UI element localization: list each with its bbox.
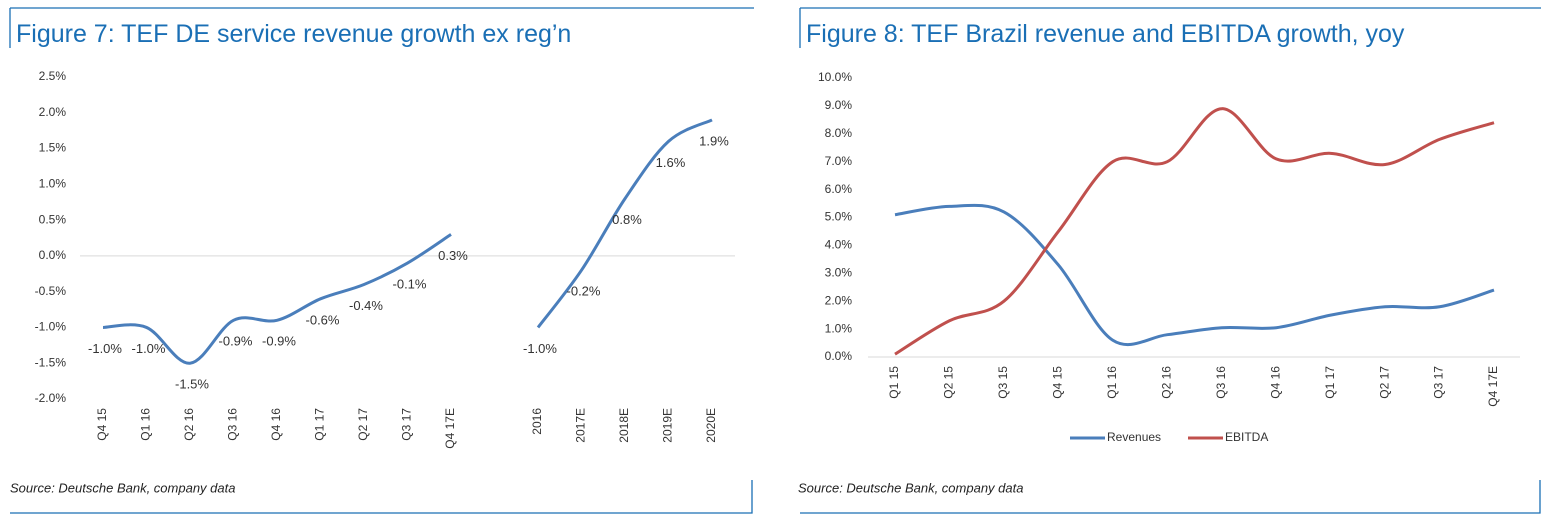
x-tick-label: Q2 16 bbox=[1159, 366, 1173, 399]
y-tick-label: -1.0% bbox=[35, 320, 67, 334]
x-tick-label: Q1 16 bbox=[139, 408, 153, 441]
data-label: -1.5% bbox=[175, 377, 209, 392]
y-tick-label: -1.5% bbox=[35, 355, 67, 369]
legend-label: EBITDA bbox=[1225, 430, 1268, 444]
y-tick-label: 6.0% bbox=[825, 182, 853, 196]
line-series bbox=[894, 203, 1495, 347]
frame bbox=[9, 7, 754, 514]
panel-frames bbox=[9, 7, 1541, 514]
x-tick-label: Q1 15 bbox=[887, 366, 901, 399]
x-tick-label: Q1 17 bbox=[1323, 366, 1337, 399]
x-tick-label: Q3 15 bbox=[996, 366, 1010, 399]
x-tick-label: 2018E bbox=[617, 408, 631, 443]
data-label: -1.0% bbox=[523, 341, 557, 356]
data-label: -0.9% bbox=[262, 334, 296, 349]
x-tick-label: Q4 17E bbox=[1486, 366, 1500, 407]
x-tick-label: 2017E bbox=[574, 408, 588, 443]
x-tick-label: Q4 16 bbox=[269, 408, 283, 441]
y-tick-label: 8.0% bbox=[825, 126, 853, 140]
frame bbox=[799, 7, 1541, 514]
x-tick-label: Q1 16 bbox=[1105, 366, 1119, 399]
y-tick-label: 9.0% bbox=[825, 98, 853, 112]
y-tick-label: 1.0% bbox=[825, 321, 853, 335]
data-label: -1.0% bbox=[132, 341, 166, 356]
data-label: 0.3% bbox=[438, 248, 468, 263]
source: Source: Deutsche Bank, company data bbox=[798, 480, 1023, 495]
y-tick-label: 1.5% bbox=[39, 141, 67, 155]
x-tick-label: Q4 15 bbox=[95, 408, 109, 441]
chart-title: Figure 8: TEF Brazil revenue and EBITDA … bbox=[806, 20, 1405, 48]
x-tick-label: Q4 16 bbox=[1268, 366, 1282, 399]
y-tick-label: 3.0% bbox=[825, 265, 853, 279]
x-tick-label: Q2 17 bbox=[356, 408, 370, 441]
y-tick-label: -0.5% bbox=[35, 284, 67, 298]
y-tick-label: 7.0% bbox=[825, 154, 853, 168]
x-tick-label: 2020E bbox=[704, 408, 718, 443]
x-tick-label: Q3 17 bbox=[400, 408, 414, 441]
x-tick-label: Q2 16 bbox=[182, 408, 196, 441]
x-tick-label: 2019E bbox=[661, 408, 675, 443]
y-tick-label: 0.0% bbox=[825, 349, 853, 363]
data-label: 1.6% bbox=[656, 155, 686, 170]
x-tick-label: Q3 17 bbox=[1432, 366, 1446, 399]
x-tick-label: Q2 15 bbox=[942, 366, 956, 399]
legend-label: Revenues bbox=[1107, 430, 1161, 444]
x-tick-label: Q3 16 bbox=[1214, 366, 1228, 399]
y-tick-label: 0.0% bbox=[39, 248, 67, 262]
chart-title: Figure 7: TEF DE service revenue growth … bbox=[16, 20, 571, 48]
x-tick-label: 2016 bbox=[530, 408, 544, 435]
x-tick-label: Q4 15 bbox=[1051, 366, 1065, 399]
y-tick-label: 10.0% bbox=[818, 70, 852, 84]
source: Source: Deutsche Bank, company data bbox=[10, 480, 235, 495]
y-tick-label: 2.0% bbox=[39, 105, 67, 119]
data-label: -0.1% bbox=[393, 276, 427, 291]
y-tick-label: 2.0% bbox=[825, 293, 853, 307]
y-tick-label: 4.0% bbox=[825, 238, 853, 252]
x-tick-label: Q3 16 bbox=[226, 408, 240, 441]
y-tick-label: 2.5% bbox=[39, 69, 67, 83]
x-tick-label: Q2 17 bbox=[1377, 366, 1391, 399]
data-label: 0.8% bbox=[612, 212, 642, 227]
y-tick-label: -2.0% bbox=[35, 391, 67, 405]
y-tick-label: 0.5% bbox=[39, 212, 67, 226]
line-series bbox=[536, 118, 713, 329]
data-label: -0.9% bbox=[219, 334, 253, 349]
line-series bbox=[894, 107, 1495, 356]
data-label: -0.6% bbox=[306, 312, 340, 327]
data-label: 1.9% bbox=[699, 133, 729, 148]
data-label: -0.4% bbox=[349, 298, 383, 313]
line-series bbox=[102, 233, 452, 365]
y-tick-label: 5.0% bbox=[825, 210, 853, 224]
x-tick-label: Q4 17E bbox=[443, 408, 457, 449]
x-tick-label: Q1 17 bbox=[313, 408, 327, 441]
data-label: -1.0% bbox=[88, 341, 122, 356]
y-tick-label: 1.0% bbox=[39, 177, 67, 191]
data-label: -0.2% bbox=[567, 284, 601, 299]
